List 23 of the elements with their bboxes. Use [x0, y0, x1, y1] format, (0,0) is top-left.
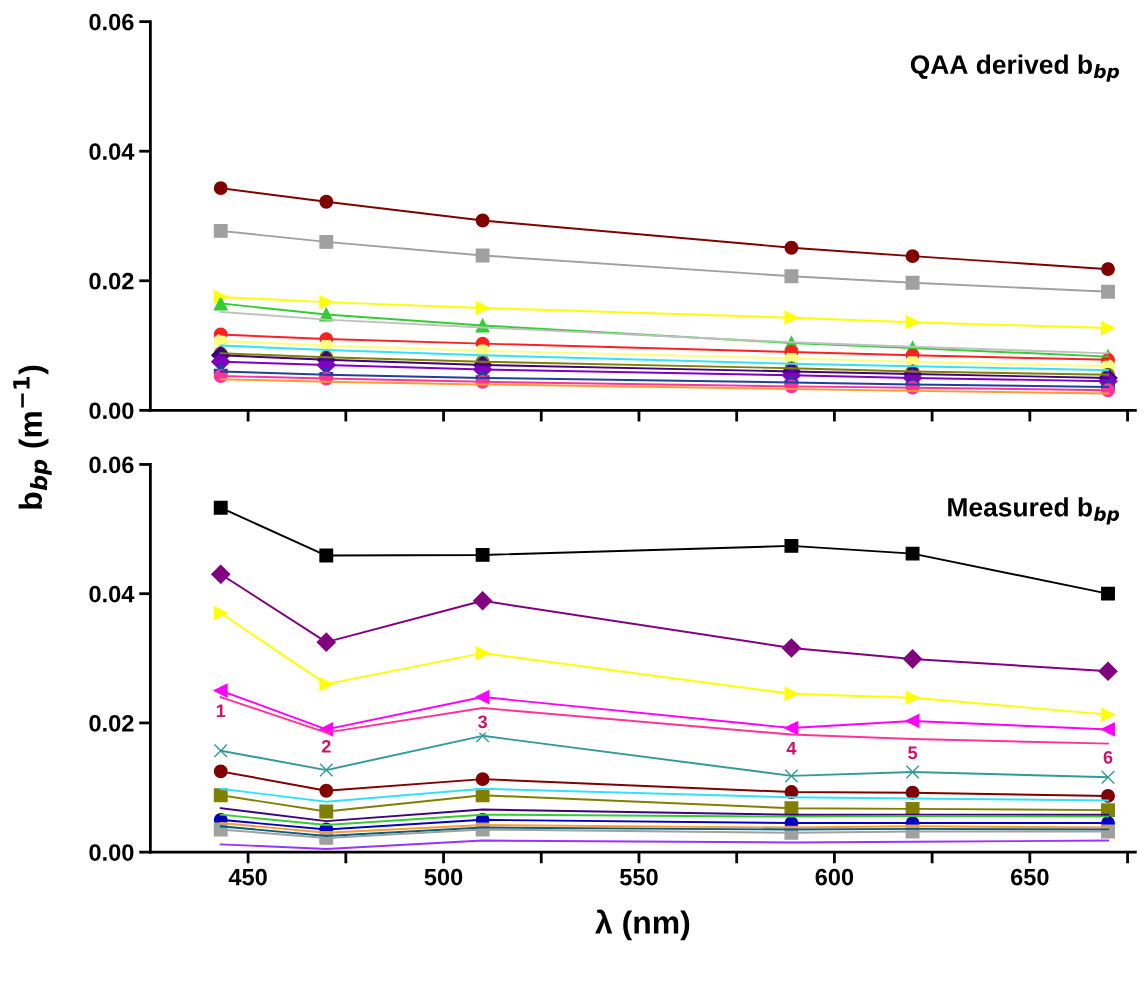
- y-tick-label: 0.06: [89, 13, 134, 31]
- y-tick-label: 0.04: [89, 143, 135, 160]
- text: QAA derived b$_{bp}$: [910, 54, 1120, 82]
- annotation: 6: [1103, 750, 1113, 764]
- y-tick-label: 0.00: [89, 402, 134, 420]
- x-tick-label: 600: [815, 868, 854, 886]
- x-tick-label: 650: [1011, 868, 1049, 886]
- x-axis-title: λ (nm): [595, 909, 690, 941]
- x-tick-label: 500: [424, 868, 463, 886]
- y-axis-title: b$_{bp}$ (m$^{−1}$): [13, 365, 52, 509]
- y-tick-label: 0.02: [89, 272, 134, 290]
- x-tick-label: 450: [228, 868, 267, 886]
- y-tick-label: 0.06: [89, 456, 134, 474]
- y-tick-label: 0.04: [89, 585, 135, 603]
- annotation: 3: [478, 715, 487, 729]
- y-tick-label: 0.00: [89, 844, 134, 861]
- text: Measured b$_{bp}$: [948, 497, 1120, 525]
- annotation: 2: [321, 739, 331, 753]
- annotation: 1: [216, 704, 226, 718]
- annotation: 4: [786, 742, 797, 755]
- x-tick-label: 550: [620, 868, 658, 886]
- y-tick-label: 0.02: [89, 714, 134, 732]
- annotation: 5: [908, 746, 918, 760]
